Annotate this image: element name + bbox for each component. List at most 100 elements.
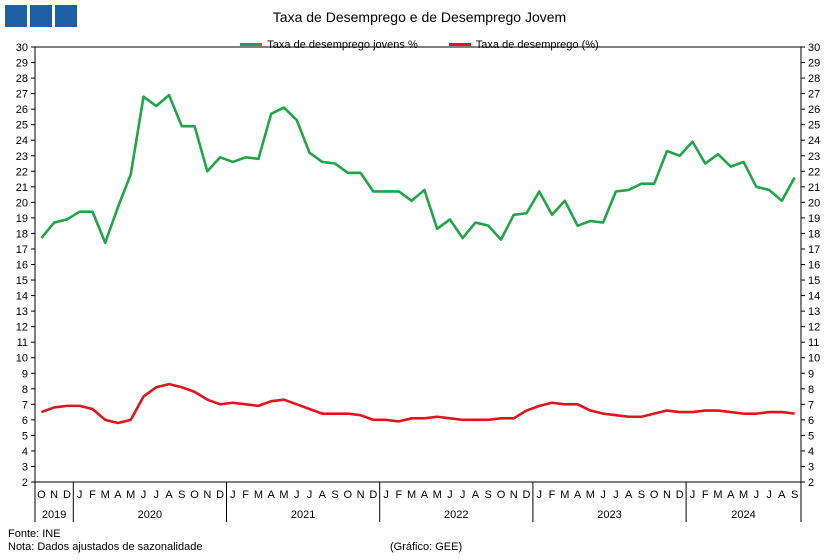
y-tick-label-left: 23 <box>16 151 28 163</box>
y-tick-label-left: 3 <box>22 461 28 473</box>
x-tick-label-month: A <box>472 489 480 501</box>
y-tick-label-left: 6 <box>22 415 28 427</box>
y-tick-label-left: 24 <box>16 135 28 147</box>
x-tick-label-month: J <box>447 489 453 501</box>
x-tick-label-month: A <box>421 489 429 501</box>
x-tick-label-month: O <box>650 489 659 501</box>
x-tick-label-month: S <box>331 489 338 501</box>
x-tick-label-month: N <box>50 489 58 501</box>
y-tick-label-left: 8 <box>22 384 28 396</box>
x-tick-label-month: A <box>778 489 786 501</box>
y-tick-label-left: 15 <box>16 275 28 287</box>
x-tick-label-month: N <box>663 489 671 501</box>
x-tick-label-month: A <box>165 489 173 501</box>
y-tick-label-left: 13 <box>16 306 28 318</box>
y-tick-label-left: 25 <box>16 120 28 132</box>
x-tick-label-month: A <box>625 489 633 501</box>
y-tick-label-right: 14 <box>808 291 820 303</box>
y-tick-label-right: 22 <box>808 166 820 178</box>
y-tick-label-left: 28 <box>16 73 28 85</box>
x-tick-label-year: 2019 <box>42 509 66 521</box>
y-tick-label-right: 27 <box>808 89 820 101</box>
plot-frame <box>34 46 802 483</box>
x-tick-label-month: M <box>739 489 748 501</box>
x-tick-label-year: 2024 <box>731 509 755 521</box>
x-tick-label-month: J <box>141 489 147 501</box>
x-tick-label-month: O <box>190 489 199 501</box>
x-tick-label-month: A <box>268 489 276 501</box>
y-tick-label-right: 5 <box>808 430 814 442</box>
logo-square-3 <box>55 5 77 27</box>
x-tick-label-month: N <box>203 489 211 501</box>
y-tick-label-right: 4 <box>808 446 814 458</box>
y-tick-label-left: 10 <box>16 353 28 365</box>
x-tick-label-month: S <box>485 489 492 501</box>
logo-square-2 <box>30 5 52 27</box>
y-tick-label-left: 12 <box>16 322 28 334</box>
y-tick-label-left: 11 <box>17 337 28 349</box>
y-tick-label-right: 23 <box>808 151 820 163</box>
y-tick-label-left: 16 <box>16 260 28 272</box>
y-tick-label-right: 19 <box>808 213 820 225</box>
y-tick-label-right: 29 <box>808 58 820 70</box>
y-tick-label-right: 8 <box>808 384 814 396</box>
x-tick-label-month: J <box>613 489 619 501</box>
x-tick-label-month: M <box>254 489 263 501</box>
y-tick-label-left: 22 <box>16 166 28 178</box>
x-tick-label-month: M <box>101 489 110 501</box>
x-tick-label-month: N <box>510 489 518 501</box>
x-tick-label-month: A <box>319 489 327 501</box>
x-tick-label-month: N <box>357 489 365 501</box>
x-tick-label-month: S <box>638 489 645 501</box>
x-tick-label-month: D <box>676 489 684 501</box>
y-tick-label-right: 28 <box>808 73 820 85</box>
x-tick-label-month: F <box>395 489 402 501</box>
legend-swatch-total <box>448 43 471 46</box>
x-tick-label-month: M <box>586 489 595 501</box>
x-tick-label-month: D <box>369 489 377 501</box>
y-tick-label-right: 11 <box>808 337 819 349</box>
y-tick-label-right: 15 <box>808 275 820 287</box>
y-tick-label-right: 3 <box>808 461 814 473</box>
logo-square-1 <box>5 5 27 27</box>
x-tick-label-month: O <box>344 489 353 501</box>
x-tick-label-month: M <box>560 489 569 501</box>
x-tick-label-month: J <box>600 489 606 501</box>
x-tick-label-month: J <box>294 489 300 501</box>
y-tick-label-left: 7 <box>22 399 28 411</box>
x-tick-label-month: A <box>574 489 582 501</box>
y-tick-label-left: 4 <box>22 446 28 458</box>
y-tick-label-right: 26 <box>808 104 820 116</box>
y-tick-label-left: 20 <box>16 197 28 209</box>
x-tick-label-month: D <box>63 489 71 501</box>
x-tick-label-month: J <box>460 489 466 501</box>
y-tick-label-left: 17 <box>16 244 28 256</box>
x-tick-label-month: F <box>549 489 556 501</box>
y-tick-label-right: 20 <box>808 197 820 209</box>
y-tick-label-right: 18 <box>808 228 820 240</box>
x-tick-label-month: A <box>114 489 122 501</box>
y-tick-label-right: 16 <box>808 260 820 272</box>
x-tick-label-year: 2023 <box>597 509 621 521</box>
source-note: Fonte: INE <box>8 528 61 540</box>
x-tick-label-month: J <box>766 489 772 501</box>
legend-swatch-youth <box>240 43 263 46</box>
y-tick-label-right: 21 <box>808 182 820 194</box>
x-tick-label-month: J <box>307 489 313 501</box>
y-tick-label-right: 10 <box>808 353 820 365</box>
x-tick-label-month: D <box>523 489 531 501</box>
y-tick-label-right: 2 <box>808 477 814 489</box>
x-tick-label-month: F <box>702 489 709 501</box>
x-tick-label-month: J <box>690 489 696 501</box>
x-tick-label-month: F <box>242 489 249 501</box>
y-tick-label-left: 9 <box>22 368 28 380</box>
x-tick-label-month: O <box>497 489 506 501</box>
x-tick-label-month: J <box>77 489 83 501</box>
y-tick-label-left: 5 <box>22 430 28 442</box>
y-tick-label-right: 13 <box>808 306 820 318</box>
x-tick-label-month: J <box>754 489 760 501</box>
y-tick-label-left: 21 <box>16 182 28 194</box>
x-tick-label-month: M <box>126 489 135 501</box>
y-tick-label-left: 18 <box>16 228 28 240</box>
